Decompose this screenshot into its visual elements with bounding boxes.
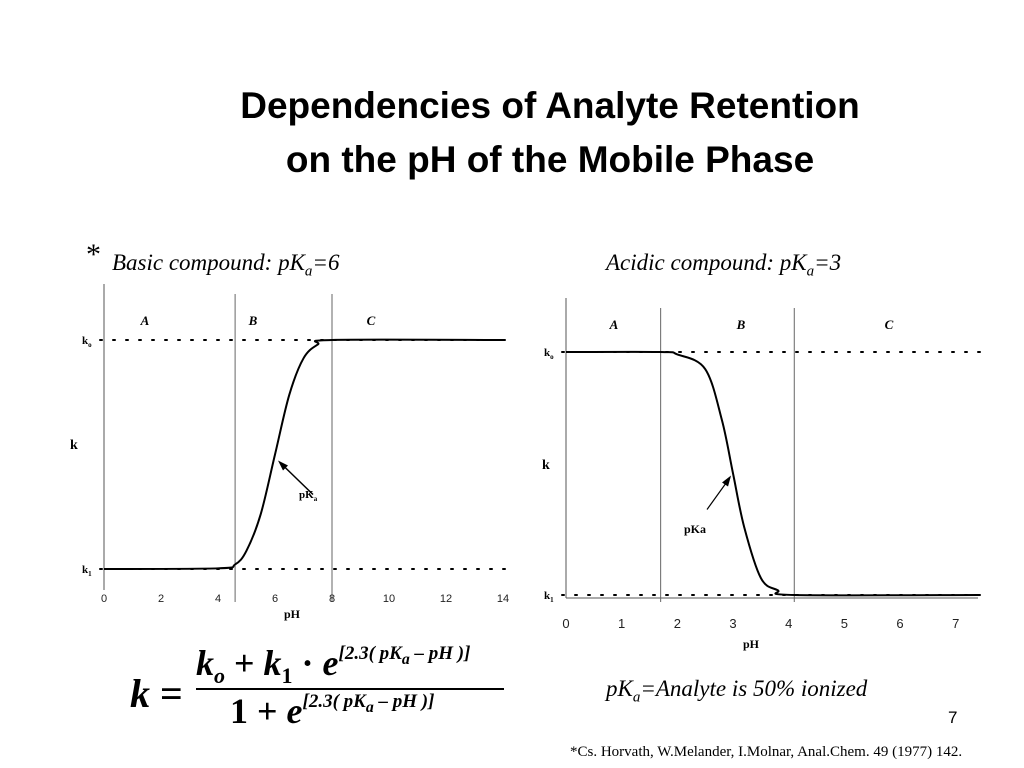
acidic-x-tick-7: 7 — [952, 616, 959, 631]
basic-x-tick-10: 10 — [383, 593, 395, 605]
basic-x-tick-14: 14 — [497, 593, 509, 605]
citation: *Cs. Horvath, W.Melander, I.Molnar, Anal… — [570, 744, 963, 760]
acidic-x-tick-6: 6 — [896, 616, 903, 631]
footnote-star: * — [86, 238, 101, 271]
basic-sigmoid-curve — [103, 338, 504, 570]
acidic-x-tick-0: 0 — [562, 616, 569, 631]
basic-x-tick-2: 2 — [158, 593, 164, 605]
basic-x-tick-6: 6 — [272, 593, 278, 605]
formula-lhs: k = — [130, 671, 183, 716]
basic-pka-label: pKa — [299, 489, 318, 503]
pka-note: pKa=Analyte is 50% ionized — [606, 676, 868, 706]
basic-x-tick-0: 0 — [101, 593, 107, 605]
basic-y-tick-k0: ko — [82, 335, 92, 349]
acidic-region-label-C: C — [885, 317, 894, 332]
slide-title-line1: Dependencies of Analyte Retention — [240, 85, 860, 126]
basic-region-label-B: B — [248, 313, 258, 328]
acidic-x-tick-2: 2 — [674, 616, 681, 631]
fraction-bar — [196, 688, 504, 690]
formula-numerator: ko + k1 · e[2.3( pKa – pH )] — [196, 643, 471, 689]
acidic-subtitle: Acidic compound: pKa=3 — [606, 250, 842, 280]
basic-x-tick-12: 12 — [440, 593, 452, 605]
basic-pka-arrowhead — [278, 460, 288, 471]
acidic-x-tick-3: 3 — [729, 616, 736, 631]
acidic-x-tick-5: 5 — [841, 616, 848, 631]
acidic-pka-label: pKa — [684, 522, 706, 536]
formula-denominator: 1 + e[2.3( pKa – pH )] — [230, 691, 435, 731]
basic-x-axis-label: pH — [284, 607, 301, 621]
acidic-region-label-B: B — [736, 317, 746, 332]
acidic-pka-arrowhead — [722, 475, 732, 487]
slide-title-line2: on the pH of the Mobile Phase — [285, 139, 815, 180]
acidic-y-tick-k1: k1 — [544, 590, 554, 604]
page-number: 7 — [948, 708, 958, 727]
basic-x-tick-4: 4 — [215, 593, 221, 605]
acidic-y-axis-label: k — [542, 458, 550, 473]
basic-region-label-A: A — [140, 313, 150, 328]
retention-formula: k = ko + k1 · e[2.3( pKa – pH )] 1 + e[2… — [130, 640, 530, 731]
basic-x-tick-8: 8 — [329, 593, 335, 605]
basic-region-label-C: C — [367, 313, 376, 328]
basic-subtitle: Basic compound: pKa=6 — [112, 250, 340, 280]
acidic-y-tick-k0: ko — [544, 347, 554, 361]
acidic-x-axis-label: pH — [743, 637, 760, 651]
acidic-x-tick-4: 4 — [785, 616, 792, 631]
acidic-region-label-A: A — [609, 317, 619, 332]
acidic-sigmoid-curve — [565, 350, 979, 597]
acidic-x-tick-1: 1 — [618, 616, 625, 631]
basic-y-axis-label: k — [70, 438, 78, 453]
basic-y-tick-k1: k1 — [82, 564, 92, 578]
